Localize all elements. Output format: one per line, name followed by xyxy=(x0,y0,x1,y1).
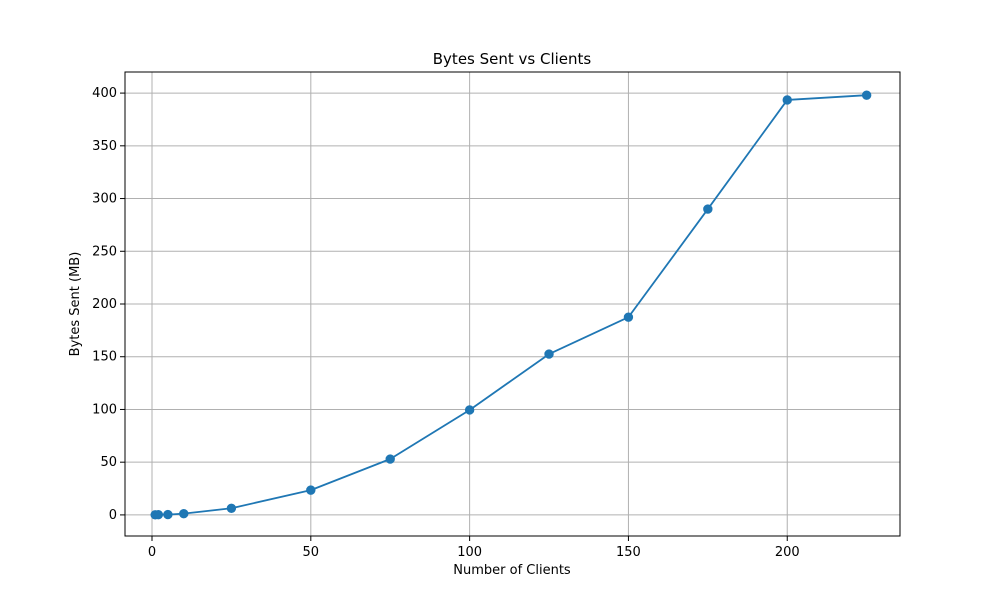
data-point xyxy=(861,90,872,100)
y-tick-label: 150 xyxy=(92,350,117,365)
x-tick-label: 150 xyxy=(616,545,641,560)
y-tick-label: 300 xyxy=(92,192,117,207)
data-point xyxy=(464,405,475,415)
data-point xyxy=(179,508,189,519)
y-tick-label: 350 xyxy=(92,139,117,154)
data-point xyxy=(544,349,554,359)
x-tick-label: 100 xyxy=(457,545,482,560)
x-tick-label: 50 xyxy=(303,545,320,560)
data-point xyxy=(623,312,634,322)
y-tick-label: 250 xyxy=(92,244,117,259)
data-point xyxy=(782,95,792,105)
chart-title: Bytes Sent vs Clients xyxy=(433,50,592,68)
data-point xyxy=(306,485,316,495)
data-point xyxy=(163,509,173,520)
y-axis-label: Bytes Sent (MB) xyxy=(68,252,83,357)
y-tick-label: 50 xyxy=(100,455,117,470)
y-tick-label: 100 xyxy=(92,402,117,417)
grid-layer xyxy=(125,72,900,536)
axis-ticks-layer: 0 50 100 150 200 0 50 100 150 200 250 300 350 400 xyxy=(92,86,799,560)
data-point xyxy=(226,503,237,513)
x-tick-label: 200 xyxy=(775,545,800,560)
x-tick-label: 0 xyxy=(148,545,156,560)
data-point xyxy=(703,204,713,214)
y-tick-label: 200 xyxy=(92,297,117,312)
data-point xyxy=(385,454,395,464)
data-points-layer xyxy=(150,90,872,520)
series-layer xyxy=(154,94,868,516)
y-tick-label: 400 xyxy=(92,86,117,101)
series-line xyxy=(154,94,868,516)
x-axis-label: Number of Clients xyxy=(453,563,571,578)
y-tick-label: 0 xyxy=(109,508,117,523)
data-point xyxy=(153,509,164,520)
